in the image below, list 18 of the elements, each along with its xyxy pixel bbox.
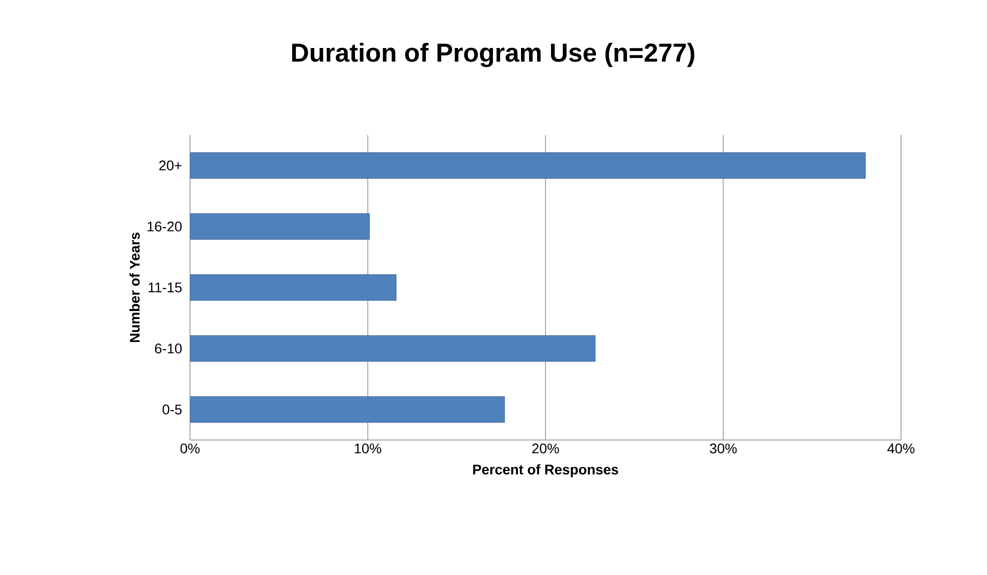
chart-title: Duration of Program Use (n=277) bbox=[292, 42, 694, 68]
bar bbox=[190, 274, 396, 301]
x-tick-label: 40% bbox=[887, 444, 914, 454]
y-tick-label: 16-20 bbox=[148, 222, 182, 232]
y-tick-label: 11-15 bbox=[148, 282, 182, 292]
y-axis-title: Number of Years bbox=[129, 232, 140, 342]
bar bbox=[190, 335, 596, 362]
x-axis-title: Percent of Responses bbox=[473, 464, 618, 478]
x-tick-label: 30% bbox=[710, 444, 737, 454]
x-tick-label: 20% bbox=[532, 444, 559, 454]
bar bbox=[190, 213, 370, 240]
y-tick-label: 20+ bbox=[159, 160, 182, 170]
y-tick-label: 6-10 bbox=[155, 344, 182, 354]
x-tick-label: 0% bbox=[180, 444, 200, 454]
y-tick-label: 0-5 bbox=[162, 404, 182, 414]
x-tick-label: 10% bbox=[354, 444, 382, 454]
bar bbox=[190, 152, 866, 179]
bar bbox=[190, 396, 505, 423]
